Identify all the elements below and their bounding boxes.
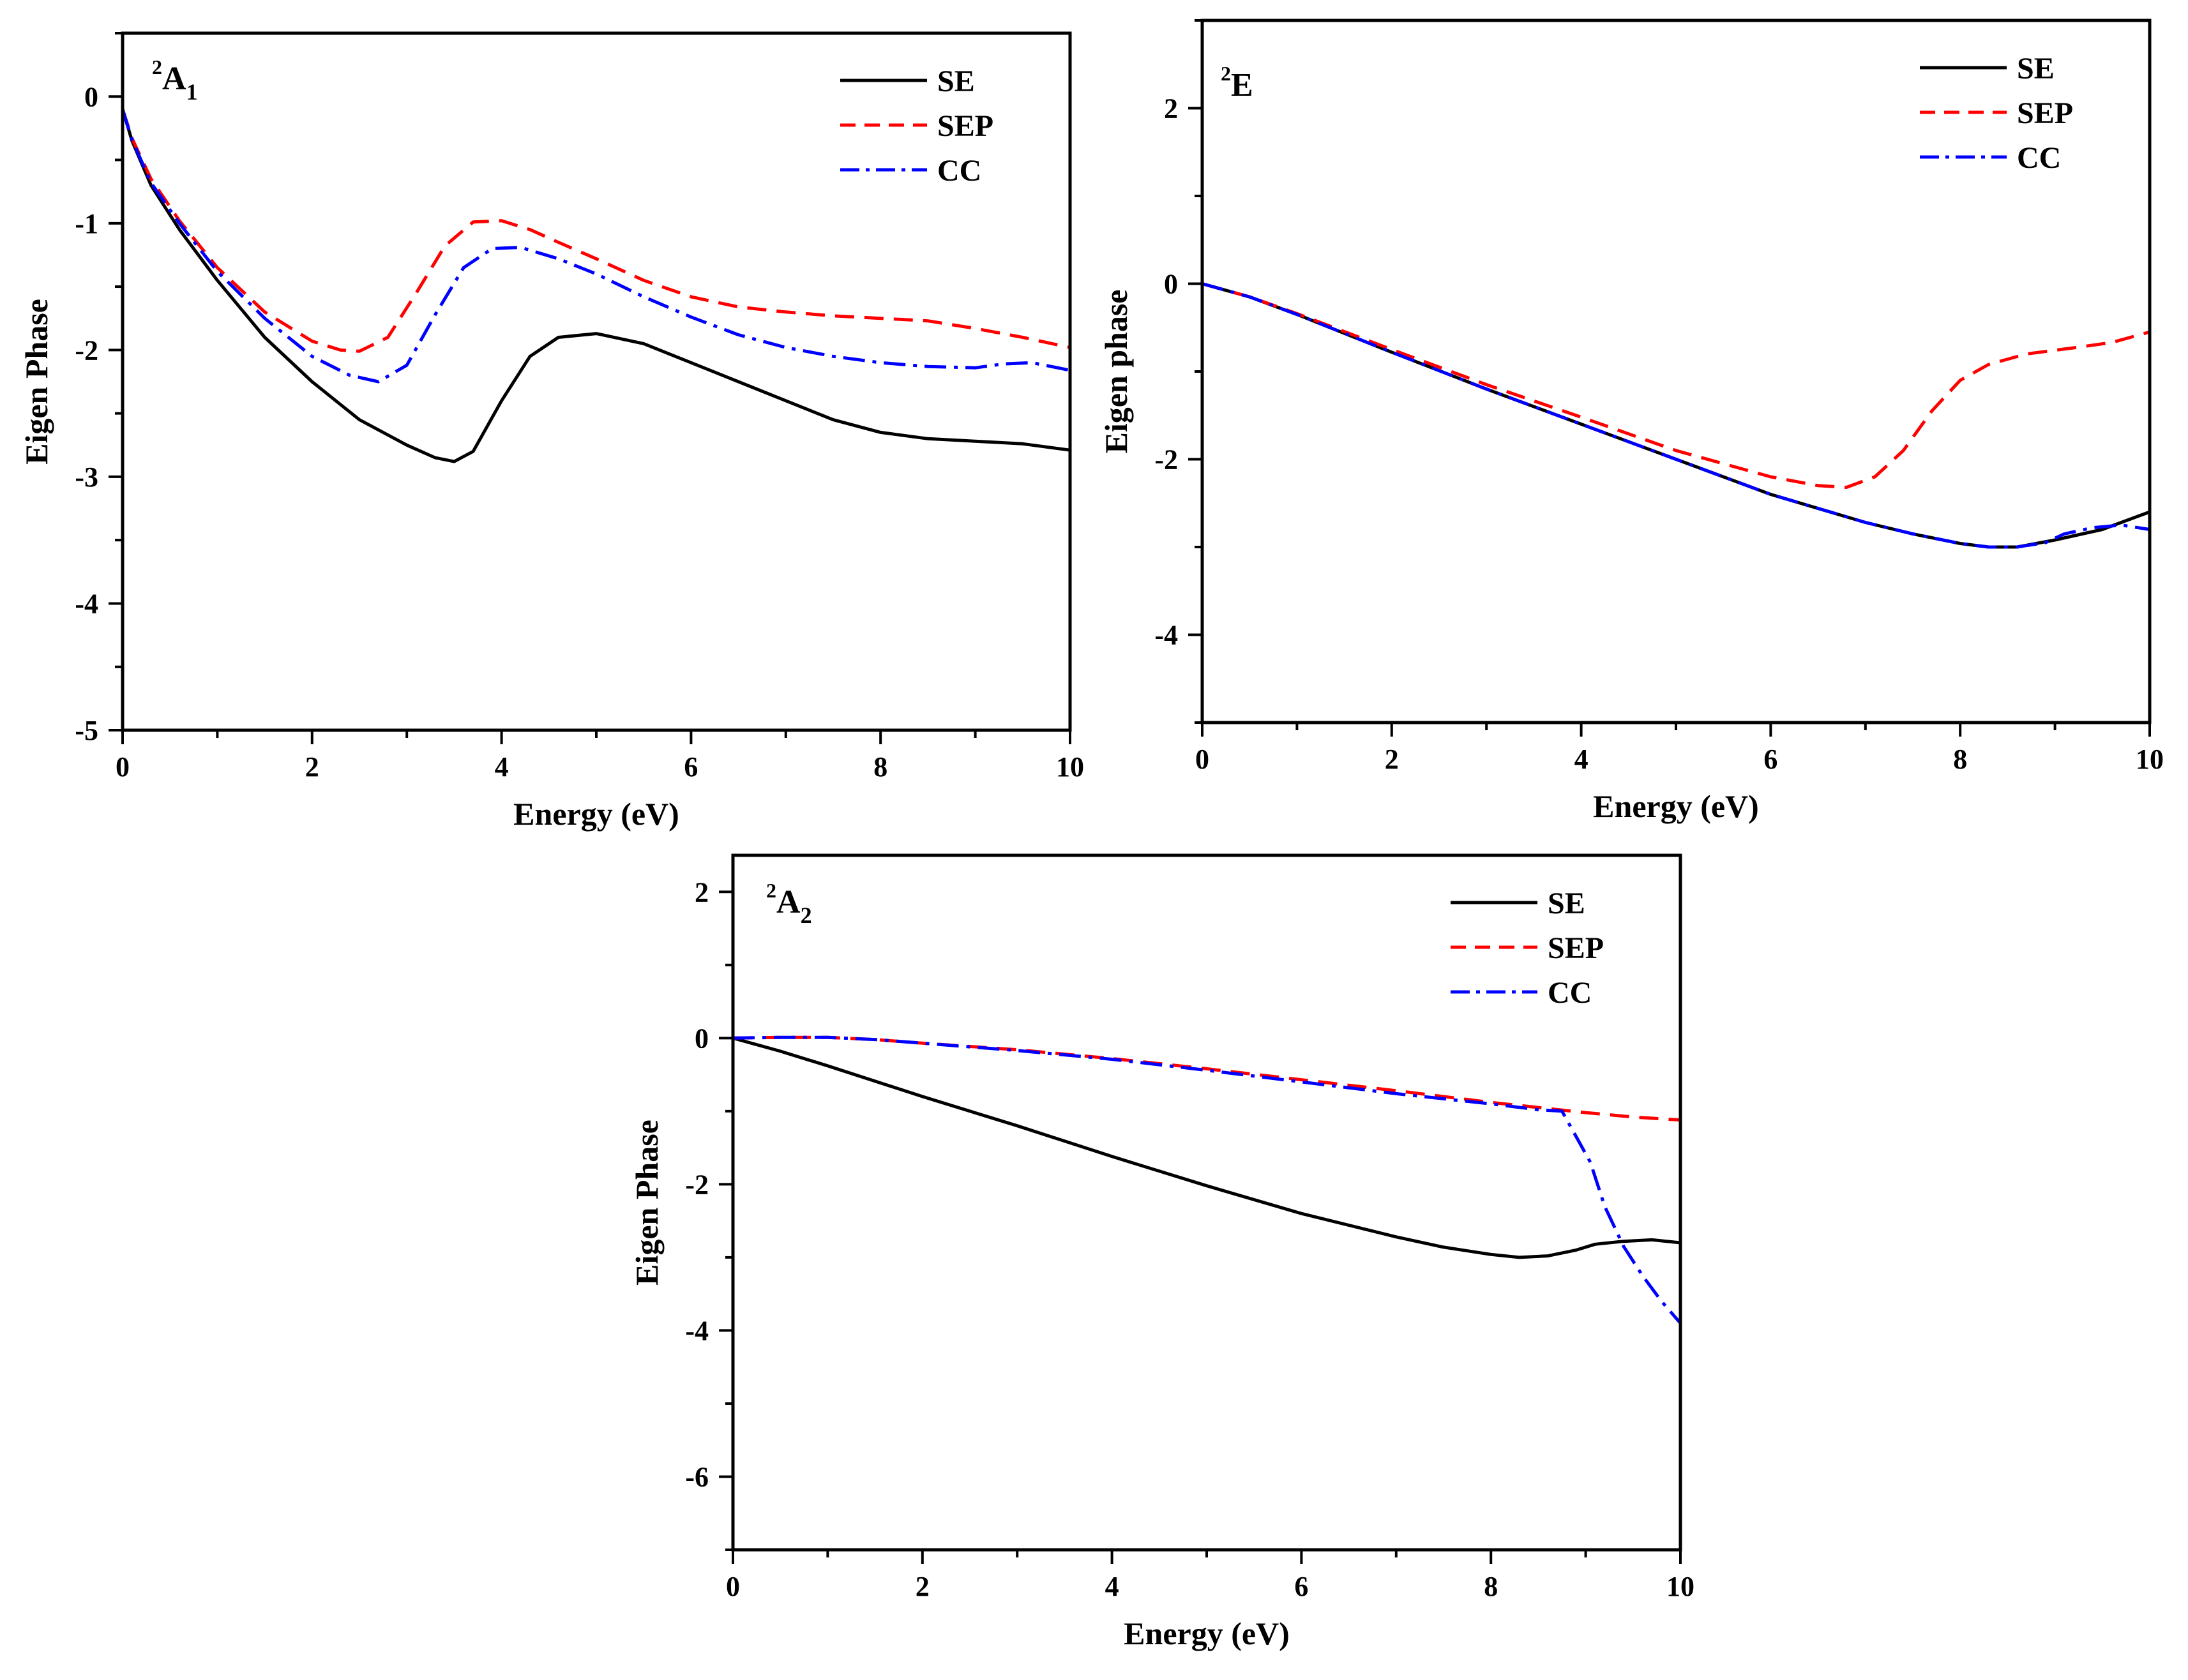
x-tick-label: 10 [2136,744,2164,775]
y-tick-label: 0 [84,81,98,112]
legend-label-cc: CC [1548,976,1592,1010]
y-tick-label: -5 [75,715,98,746]
y-axis-title: Eigen phase [1098,289,1134,453]
y-tick-label: -4 [75,588,98,619]
series-line-se [121,109,1071,463]
x-tick-label: 2 [1385,744,1399,775]
x-tick-label: 6 [1763,744,1777,775]
series-line-sep [121,109,1071,353]
series-line-cc [1202,282,2150,549]
x-tick-label: 4 [495,751,509,783]
x-tick-label: 6 [684,751,698,783]
x-tick-label: 10 [1056,751,1084,783]
x-axis-title: Energy (eV) [513,796,679,832]
legend-label-se: SE [1548,887,1585,920]
x-tick-label: 8 [1484,1571,1498,1602]
ticks: 0 2 4 6 8 10 2 0 -2 -4 -6 [685,876,1694,1602]
y-tick-label: -3 [75,461,98,493]
plot-frame [1200,19,2152,724]
y-tick-label: -4 [1154,620,1178,651]
series-layer [732,1035,1682,1324]
y-tick-label: 2 [695,876,709,908]
y-tick-label: 2 [1164,93,1178,124]
y-axis-title: Eigen Phase [19,299,54,465]
y-axis-title: Eigen Phase [629,1120,665,1286]
x-tick-label: 8 [873,751,887,783]
series-line-se [1202,282,2150,549]
legend: SE SEP CC [840,64,993,188]
legend: SE SEP CC [1920,52,2073,175]
series-layer [1202,282,2150,549]
x-axis-title: Energy (eV) [1593,788,1759,824]
x-tick-label: 4 [1105,1571,1119,1602]
x-tick-label: 2 [916,1571,930,1602]
series-line-sep [732,1035,1681,1122]
y-tick-label: -2 [75,334,98,366]
x-tick-label: 0 [1195,744,1209,775]
chart-panel-2e: 0 2 4 6 8 10 2 0 -2 -4 2E Energy (eV) Eigen phase… [1098,19,2164,824]
legend-label-se: SE [2017,52,2055,86]
series-line-cc [732,1035,1682,1324]
y-tick-label: 0 [695,1023,709,1054]
panel-label: 2A1 [152,56,198,105]
panel-label: 2E [1221,62,1253,103]
plot-frame [731,853,1682,1552]
legend-label-se: SE [937,64,975,98]
ticks: 0 2 4 6 8 10 0 -1 -2 -3 -4 -5 [75,32,1084,783]
legend-label-cc: CC [2017,141,2061,175]
y-tick-label: -4 [685,1315,709,1346]
x-tick-label: 0 [116,751,130,783]
y-tick-label: -2 [1154,444,1178,476]
x-tick-label: 2 [305,751,319,783]
series-line-cc [121,109,1071,384]
panel-label: 2A2 [766,879,812,928]
plot-frame [121,31,1072,732]
series-line-sep [1202,282,2150,489]
x-axis-title: Energy (eV) [1124,1616,1290,1651]
chart-panel-2a1: 0 2 4 6 8 10 0 -1 -2 -3 -4 -5 2A1 Energy (eV) Eigen… [19,31,1084,832]
legend-label-sep: SEP [2017,96,2073,130]
x-tick-label: 8 [1953,744,1967,775]
y-tick-label: -6 [685,1461,709,1492]
y-tick-label: -2 [685,1169,709,1200]
x-tick-label: 10 [1666,1571,1694,1602]
series-layer [121,109,1071,463]
series-line-se [732,1036,1681,1259]
legend: SE SEP CC [1451,887,1604,1010]
chart-panel-2a2: 0 2 4 6 8 10 2 0 -2 -4 -6 2A2 Energy (eV) Eigen Ph… [629,853,1694,1651]
legend-label-sep: SEP [937,109,993,143]
x-tick-label: 4 [1574,744,1588,775]
ticks: 0 2 4 6 8 10 2 0 -2 -4 [1154,19,2164,775]
legend-label-cc: CC [937,154,981,188]
y-tick-label: -1 [75,208,98,239]
legend-label-sep: SEP [1548,931,1604,965]
x-tick-label: 0 [726,1571,740,1602]
x-tick-label: 6 [1294,1571,1308,1602]
y-tick-label: 0 [1164,269,1178,300]
